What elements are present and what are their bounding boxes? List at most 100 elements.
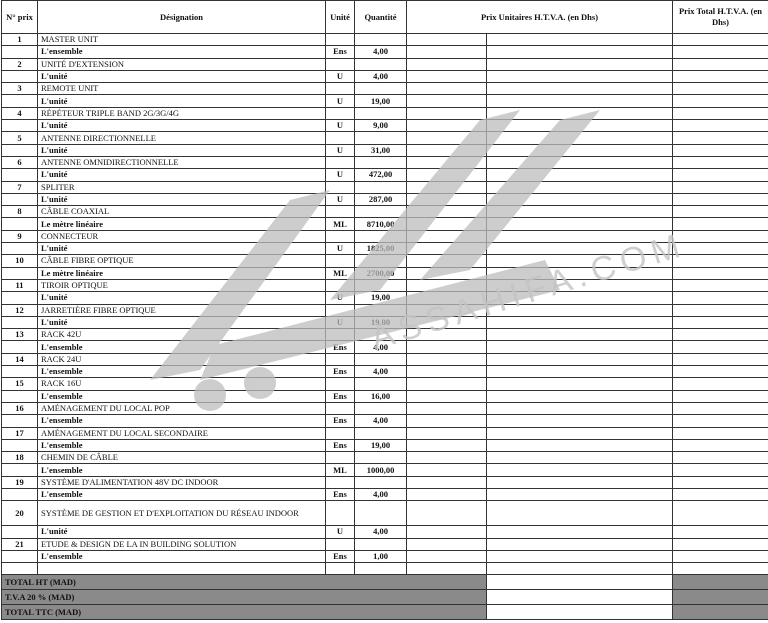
table-row-item: 18 CHEMIN DE CÂBLE	[1, 451, 768, 465]
cell-empty	[486, 451, 673, 465]
cell-empty	[406, 254, 487, 268]
item-quantity: 4,00	[354, 340, 407, 354]
item-unit: U	[325, 291, 355, 305]
cell-empty	[486, 500, 673, 527]
item-number: 4	[1, 106, 38, 121]
item-quantity: 1000,00	[354, 463, 407, 477]
unit-price-cell	[406, 340, 487, 354]
item-unit-description: L'unité	[37, 168, 326, 182]
total-price-cell	[672, 487, 768, 502]
total-label: T.V.A 20 % (MAD)	[1, 589, 487, 606]
unit-price-cell	[406, 168, 487, 182]
cell-empty	[406, 155, 487, 170]
cell-empty	[325, 352, 355, 367]
cell-empty	[672, 426, 768, 440]
table-row-item: 12 JARRETIÈRE FIBRE OPTIQUE	[1, 303, 768, 317]
table-row-unit: L'ensemble ML 1000,00	[1, 463, 768, 477]
cell-empty	[486, 82, 673, 96]
cell-empty	[672, 180, 768, 194]
table-row-unit: L'unité U 472,00	[1, 168, 768, 182]
table-row-unit: L'unité U 1825,00	[1, 242, 768, 256]
cell-empty	[354, 57, 407, 71]
total-price-cell	[672, 69, 768, 84]
unit-price-cell	[486, 242, 673, 256]
total-price-cell	[672, 192, 768, 207]
item-designation: ETUDE & DESIGN DE LA IN BUILDING SOLUTIO…	[37, 537, 326, 551]
item-unit: U	[325, 192, 355, 207]
unit-price-cell	[486, 291, 673, 305]
item-unit-description: L'ensemble	[37, 487, 326, 502]
unit-price-cell	[406, 389, 487, 403]
cell-empty	[325, 328, 355, 342]
cell-empty	[354, 377, 407, 391]
table-row-item: 2 UNITÉ D'EXTENSION	[1, 57, 768, 71]
item-unit-description: L'ensemble	[37, 389, 326, 403]
unit-price-cell	[486, 217, 673, 231]
cell-empty	[486, 475, 673, 489]
item-number: 3	[1, 82, 38, 96]
table-row-unit: L'unité U 19,00	[1, 315, 768, 330]
unit-price-cell	[406, 119, 487, 133]
item-designation: RACK 16U	[37, 377, 326, 391]
item-number: 7	[1, 180, 38, 194]
table-row-unit: L'unité U 31,00	[1, 143, 768, 157]
cell-empty	[354, 131, 407, 145]
cell-empty	[1, 463, 38, 477]
item-designation: SYSTÈME DE GESTION ET D'EXPLOITATION DU …	[37, 500, 326, 527]
cell-empty	[406, 180, 487, 194]
cell-empty	[406, 278, 487, 293]
table-row-unit: L'ensemble Ens 4,00	[1, 45, 768, 59]
item-number: 8	[1, 205, 38, 219]
cell-empty	[486, 205, 673, 219]
cell-empty	[325, 229, 355, 244]
item-number: 10	[1, 254, 38, 268]
item-designation: RÉPÉTEUR TRIPLE BAND 2G/3G/4G	[37, 106, 326, 121]
table-row-unit: L'ensemble Ens 1,00	[1, 549, 768, 564]
cell-empty	[486, 426, 673, 440]
unit-price-cell	[406, 315, 487, 330]
cell-empty	[354, 328, 407, 342]
cell-empty	[672, 352, 768, 367]
header-quantity: Quantité	[354, 0, 407, 34]
item-unit: U	[325, 143, 355, 157]
item-unit: Ens	[325, 45, 355, 59]
item-quantity: 4,00	[354, 487, 407, 502]
item-unit-description: L'unité	[37, 69, 326, 84]
cell-empty	[486, 562, 673, 576]
cell-empty	[406, 537, 487, 551]
item-unit: ML	[325, 463, 355, 477]
total-label: TOTAL TTC (MAD)	[1, 604, 487, 621]
item-unit-description: L'unité	[37, 242, 326, 256]
total-price-cell	[672, 365, 768, 379]
cell-empty	[406, 500, 487, 527]
unit-price-cell	[406, 549, 487, 564]
header-unit-price: Prix Unitaires H.T.V.A. (en Dhs)	[406, 0, 673, 34]
total-price-cell	[672, 45, 768, 59]
unit-price-cell	[486, 525, 673, 539]
table-row-item: 8 CÂBLE COAXIAL	[1, 205, 768, 219]
item-unit: Ens	[325, 414, 355, 428]
item-number: 21	[1, 537, 38, 551]
unit-price-cell	[486, 168, 673, 182]
item-unit-description: L'unité	[37, 94, 326, 108]
item-designation: CHEMIN DE CÂBLE	[37, 451, 326, 465]
cell-empty	[486, 352, 673, 367]
unit-price-cell	[406, 217, 487, 231]
cell-empty	[325, 451, 355, 465]
item-number: 16	[1, 401, 38, 416]
cell-empty	[406, 303, 487, 317]
table-row-unit: L'unité U 19,00	[1, 291, 768, 305]
cell-empty	[486, 106, 673, 121]
item-unit: U	[325, 525, 355, 539]
item-designation: UNITÉ D'EXTENSION	[37, 57, 326, 71]
total-price-cell	[672, 549, 768, 564]
cell-empty	[406, 352, 487, 367]
total-price-cell	[672, 525, 768, 539]
cell-empty	[672, 500, 768, 527]
item-designation: ANTENNE DIRECTIONNELLE	[37, 131, 326, 145]
unit-price-cell	[406, 69, 487, 84]
cell-empty	[406, 205, 487, 219]
item-unit: U	[325, 69, 355, 84]
unit-price-cell	[406, 463, 487, 477]
total-price-cell	[672, 340, 768, 354]
